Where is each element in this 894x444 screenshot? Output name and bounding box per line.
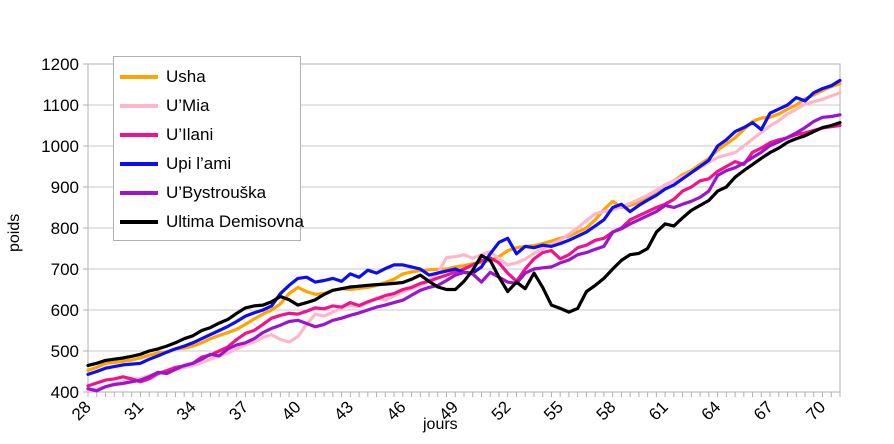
y-tick-label: 500 [51, 342, 79, 361]
y-tick-label: 400 [51, 383, 79, 402]
y-tick-label: 800 [51, 219, 79, 238]
x-tick-label: 52 [488, 397, 515, 424]
y-tick-label: 600 [51, 301, 79, 320]
series-line-ultima-demisovna [86, 120, 842, 367]
x-tick-label: 58 [593, 397, 620, 424]
x-tick-label: 46 [383, 397, 410, 424]
legend-label: Usha [166, 66, 206, 86]
legend-label: U’Bystrouška [166, 182, 267, 202]
y-tick-label: 1100 [42, 96, 79, 115]
legend: Usha U’Mia U’Ilani Upi l’ami U’Bystroušk… [113, 56, 304, 241]
legend-label: Ultima Demisovna [166, 211, 304, 231]
x-tick-label: 61 [645, 397, 672, 424]
legend-label: Upi l’ami [166, 153, 232, 173]
series-line-u-bystrouska [86, 113, 842, 393]
x-tick-label: 31 [120, 397, 147, 424]
legend-item: U’Ilani [120, 120, 300, 149]
legend-line-swatch [120, 103, 158, 108]
x-tick-label: 67 [750, 397, 777, 424]
x-tick-label: 64 [698, 397, 725, 424]
y-tick-label: 1000 [41, 137, 79, 156]
legend-line-swatch [120, 132, 158, 137]
x-tick-label: 40 [278, 397, 305, 424]
y-tick-label: 700 [51, 260, 79, 279]
x-tick-label: 37 [225, 397, 252, 424]
legend-line-swatch [120, 219, 158, 224]
x-tick-label: 55 [540, 397, 567, 424]
x-tick-label: 70 [803, 397, 830, 424]
x-tick-label: 34 [173, 397, 200, 424]
y-tick-label: 1200 [41, 55, 79, 74]
legend-line-swatch [120, 74, 158, 79]
y-axis-title: poids [6, 213, 23, 252]
legend-item: Ultima Demisovna [120, 207, 304, 236]
legend-item: U’Bystrouška [120, 178, 300, 207]
legend-item: Upi l’ami [120, 149, 300, 178]
legend-line-swatch [120, 161, 158, 166]
legend-item: Usha [120, 62, 300, 91]
legend-item: U’Mia [120, 91, 300, 120]
legend-line-swatch [120, 190, 158, 195]
series-line-u-mia [86, 91, 842, 392]
x-axis-title: jours [423, 416, 458, 433]
legend-label: U’Ilani [166, 124, 214, 144]
y-tick-label: 900 [51, 178, 79, 197]
legend-label: U’Mia [166, 95, 210, 115]
x-tick-label: 43 [330, 397, 357, 424]
